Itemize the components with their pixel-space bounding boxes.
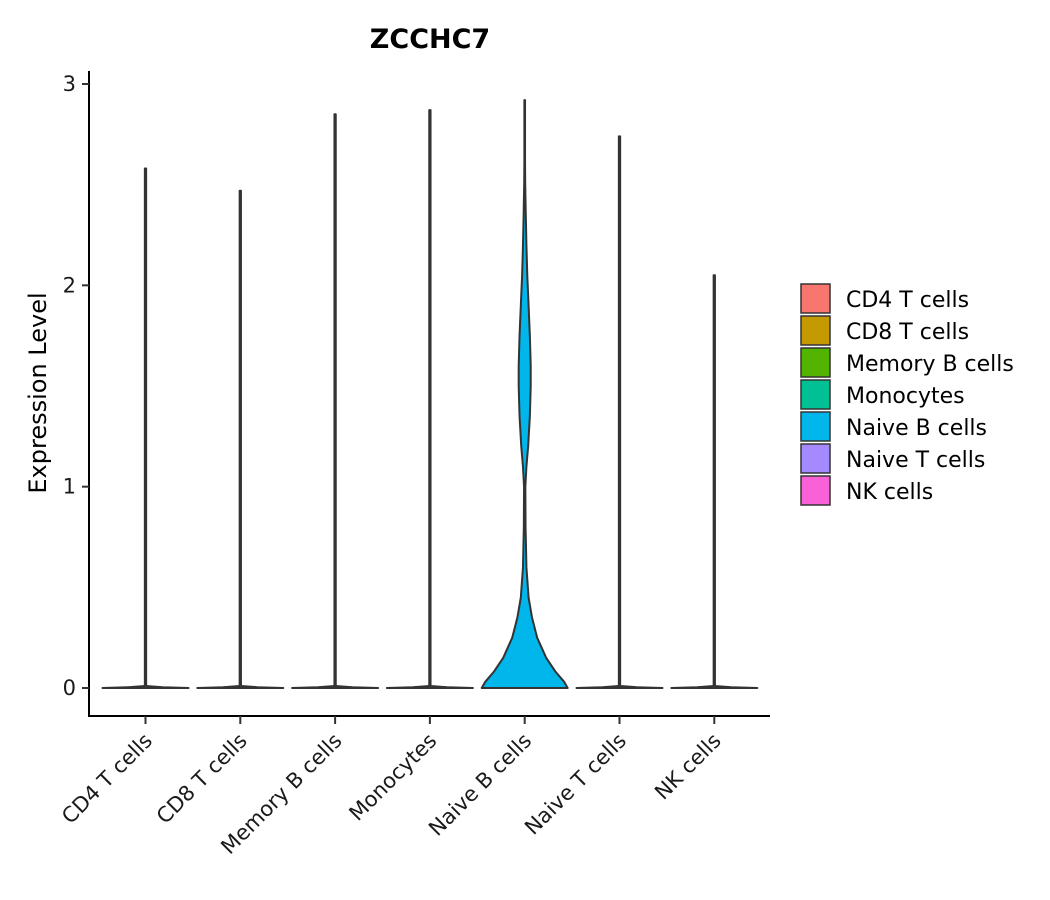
violin-nk-cells [670, 274, 759, 689]
legend-label: Naive B cells [846, 416, 987, 441]
x-tick-label: Naive T cells [520, 729, 631, 840]
legend-label: Naive T cells [846, 448, 985, 473]
violin-naive-b-cells [480, 99, 569, 689]
violins-layer [101, 99, 759, 689]
legend-label: Memory B cells [846, 352, 1014, 377]
y-tick-label: 1 [63, 475, 76, 499]
violin-memory-b-cells [291, 113, 380, 689]
y-axis-title: Expression Level [24, 292, 52, 493]
x-tick-label: Monocytes [344, 729, 441, 826]
y-tick-label: 3 [63, 72, 76, 96]
legend-swatch [800, 443, 831, 474]
legend-swatch [800, 347, 831, 378]
legend-swatch [800, 411, 831, 442]
legend-label: NK cells [846, 480, 933, 505]
y-tick-label: 2 [63, 273, 76, 297]
legend-swatch [800, 283, 831, 314]
legend-swatch [800, 475, 831, 506]
x-tick-label: CD8 T cells [152, 729, 252, 829]
legend-label: CD4 T cells [846, 288, 969, 313]
violin-naive-t-cells [575, 135, 664, 689]
y-tick-label: 0 [63, 676, 76, 700]
violin-cd8-t-cells [196, 189, 285, 689]
legend-label: Monocytes [846, 384, 965, 409]
legend-swatch [800, 315, 831, 346]
x-tick-label: NK cells [650, 729, 726, 805]
legend-swatch [800, 379, 831, 410]
y-ticks: 0 1 2 3 [63, 72, 89, 700]
x-tick-label: CD4 T cells [57, 729, 157, 829]
violin-monocytes [385, 109, 474, 689]
chart-title: ZCCHC7 [370, 24, 490, 55]
legend: CD4 T cells CD8 T cells Memory B cells Mono… [800, 283, 1014, 506]
violin-cd4-t-cells [101, 167, 190, 689]
legend-label: CD8 T cells [846, 320, 969, 345]
